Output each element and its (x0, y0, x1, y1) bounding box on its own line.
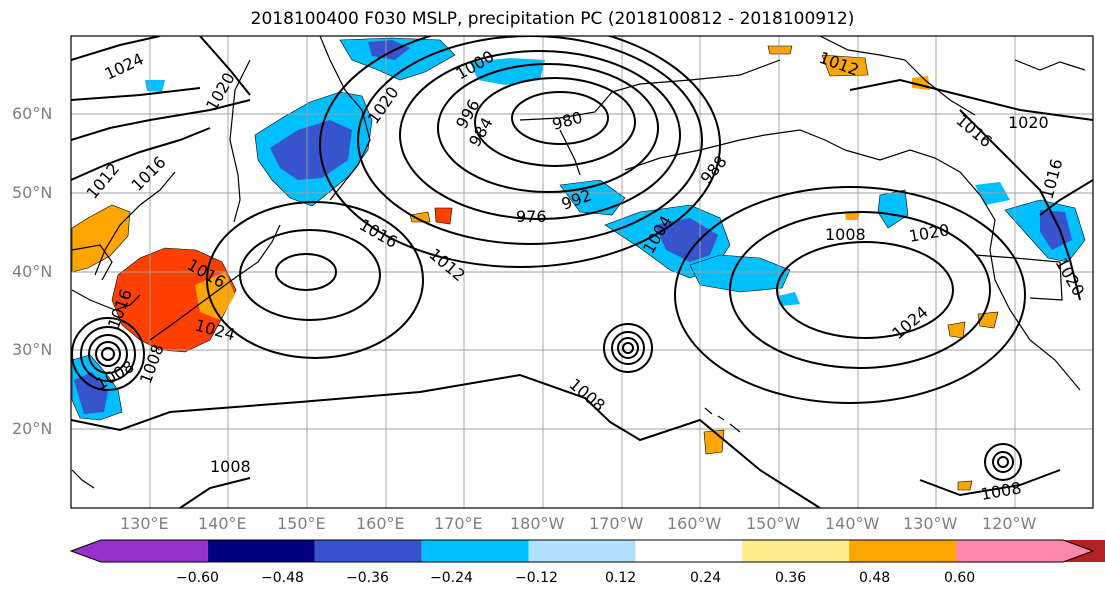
colorbar-cell (71, 540, 208, 562)
colorbar-tick: −0.60 (176, 570, 219, 586)
colorbar-cell (742, 540, 850, 562)
contour-label: 976 (516, 207, 547, 226)
colorbar-tick: −0.12 (515, 570, 558, 586)
lon-label: 170°W (589, 514, 644, 533)
colorbar-tick: 0.48 (859, 570, 891, 586)
colorbar-cell (421, 540, 529, 562)
lon-label: 150°E (277, 514, 326, 533)
lat-label: 60°N (12, 104, 53, 123)
colorbar-cell (528, 540, 636, 562)
lon-label: 130°W (903, 514, 958, 533)
lat-label: 20°N (12, 419, 53, 438)
map-frame (70, 35, 1094, 509)
lon-label: 160°E (356, 514, 405, 533)
colorbar-outline (69, 539, 1095, 563)
contour-label: 1008 (825, 225, 866, 244)
colorbar-cell (849, 540, 957, 562)
colorbar-cell (314, 540, 422, 562)
lon-label: 140°W (825, 514, 880, 533)
mslp-contours (71, 36, 1093, 508)
precip-positive-anomaly (71, 45, 999, 491)
lon-label: 180°W (510, 514, 565, 533)
lat-label: 40°N (12, 262, 53, 281)
colorbar-tick: 0.12 (605, 570, 637, 586)
contour-label: 1020 (1008, 113, 1049, 132)
lon-label: 120°W (982, 514, 1037, 533)
lon-label: 140°E (198, 514, 247, 533)
colorbar-tick: 0.36 (775, 570, 807, 586)
colorbar-tick: −0.36 (346, 570, 389, 586)
colorbar-tick: 0.24 (690, 570, 722, 586)
lat-label: 30°N (12, 340, 53, 359)
colorbar-cell (635, 540, 743, 562)
map-title: 2018100400 F030 MSLP, precipitation PC (… (250, 9, 855, 29)
lat-label: 50°N (12, 183, 53, 202)
lon-label: 130°E (120, 514, 169, 533)
colorbar-cells (69, 539, 1105, 563)
graticule (71, 36, 1093, 508)
colorbar-cell (956, 540, 1093, 562)
colorbar-tick: 0.60 (944, 570, 976, 586)
colorbar-cell (207, 540, 315, 562)
lon-label: 150°W (746, 514, 801, 533)
contour-label: 1008 (210, 457, 251, 476)
colorbar-tick: −0.48 (261, 570, 304, 586)
lon-label: 170°E (434, 514, 483, 533)
lon-label: 160°W (667, 514, 722, 533)
coastlines (71, 36, 1086, 489)
colorbar-tick: −0.24 (430, 570, 473, 586)
